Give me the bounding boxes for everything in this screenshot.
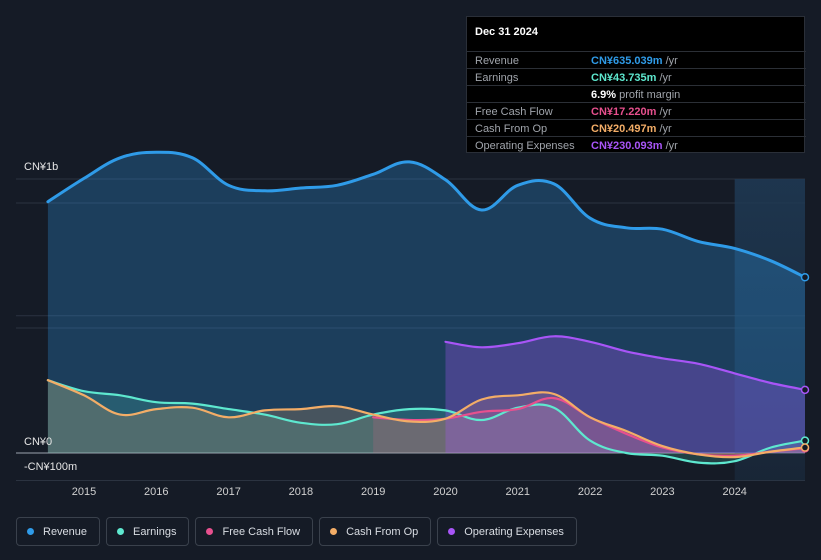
tooltip-row: Operating Expenses CN¥230.093m /yr xyxy=(467,136,806,154)
forecast-shade xyxy=(734,179,805,481)
legend-item-operating-expenses[interactable]: Operating Expenses xyxy=(437,517,577,546)
legend-dot-icon xyxy=(27,528,34,535)
x-tick-label: 2024 xyxy=(722,486,746,498)
tooltip-row-name: Cash From Op xyxy=(475,123,548,135)
tooltip-row-name: Earnings xyxy=(475,72,519,84)
y-axis-label: CN¥1b xyxy=(24,161,58,173)
x-tick-label: 2019 xyxy=(361,486,385,498)
tooltip-row: Revenue CN¥635.039m /yr xyxy=(467,51,806,69)
legend-dot-icon xyxy=(117,528,125,535)
y-axis-labels: CN¥1b CN¥0 -CN¥100m xyxy=(24,161,77,473)
tooltip-row: Earnings CN¥43.735m /yr xyxy=(467,68,806,86)
tooltip-row: 6.9% profit margin xyxy=(467,85,806,103)
tooltip: Dec 31 2024 Revenue CN¥635.039m /yr Earnin… xyxy=(466,16,806,154)
earnings-line xyxy=(46,379,807,465)
tooltip-row-name: Revenue xyxy=(475,55,520,67)
series-endpoints xyxy=(800,273,810,453)
x-tick-label: 2022 xyxy=(578,486,602,498)
tooltip-row-value: CN¥635.039m /yr xyxy=(591,55,678,67)
legend: Revenue Earnings Free Cash Flow Cash From O… xyxy=(16,517,577,546)
legend-item-revenue[interactable]: Revenue xyxy=(16,517,101,546)
revenue-endpoint xyxy=(800,273,810,282)
legend-item-earnings[interactable]: Earnings xyxy=(106,517,190,546)
legend-dot-icon xyxy=(448,528,456,535)
x-tick-label: 2017 xyxy=(216,486,240,498)
tooltip-row-value: CN¥230.093m /yr xyxy=(591,140,678,152)
tooltip-row-unit: /yr xyxy=(662,55,678,67)
tooltip-row-unit: profit margin xyxy=(616,89,681,101)
legend-item-free-cash-flow[interactable]: Free Cash Flow xyxy=(195,517,314,546)
legend-item-cash-from-op[interactable]: Cash From Op xyxy=(319,517,432,546)
legend-dot-icon xyxy=(330,528,338,535)
forecast-region xyxy=(734,179,805,481)
tooltip-row: Cash From Op CN¥20.497m /yr xyxy=(467,119,806,137)
y-axis-label: CN¥0 xyxy=(24,436,52,448)
x-tick-label: 2018 xyxy=(289,486,313,498)
tooltip-row-value: CN¥17.220m /yr xyxy=(591,106,672,118)
cash-from-op-line xyxy=(46,379,807,459)
tooltip-row-name: Operating Expenses xyxy=(475,140,575,152)
tooltip-row-unit: /yr xyxy=(656,123,672,135)
tooltip-row-value: 6.9% profit margin xyxy=(591,89,681,101)
operating-expenses-endpoint xyxy=(800,385,810,395)
tooltip-row: Free Cash Flow CN¥17.220m /yr xyxy=(467,102,806,120)
tooltip-row-value: CN¥43.735m /yr xyxy=(591,72,672,84)
tooltip-row-unit: /yr xyxy=(656,106,672,118)
x-tick-label: 2020 xyxy=(433,486,457,498)
revenue-line xyxy=(46,150,807,279)
operating-expenses-area xyxy=(445,336,805,453)
cash-from-op-endpoint xyxy=(800,443,810,452)
legend-label: Cash From Op xyxy=(346,525,419,538)
x-axis-ticks: 2015 2016 2017 2018 2019 2020 2021 2022 2023 2024 xyxy=(72,486,747,498)
x-tick-label: 2021 xyxy=(506,486,530,498)
tooltip-row-unit: /yr xyxy=(656,72,672,84)
x-tick-label: 2015 xyxy=(72,486,96,498)
x-tick-label: 2023 xyxy=(650,486,674,498)
cash-from-op-area xyxy=(47,380,805,458)
legend-dot-icon xyxy=(206,528,214,535)
legend-label: Operating Expenses xyxy=(464,525,564,538)
tooltip-row-name: Free Cash Flow xyxy=(475,106,553,118)
x-tick-label: 2016 xyxy=(144,486,168,498)
tooltip-row-unit: /yr xyxy=(662,140,678,152)
earnings-endpoint xyxy=(800,436,810,445)
gridlines xyxy=(16,178,805,481)
tooltip-row-value: CN¥20.497m /yr xyxy=(591,123,672,135)
legend-label: Revenue xyxy=(43,525,88,538)
series-areas xyxy=(47,152,805,464)
y-axis-label: -CN¥100m xyxy=(24,461,77,473)
tooltip-date: Dec 31 2024 xyxy=(475,26,538,38)
legend-label: Free Cash Flow xyxy=(222,525,301,538)
legend-label: Earnings xyxy=(133,525,177,538)
operating-expenses-line xyxy=(444,335,807,391)
series-lines xyxy=(46,150,807,465)
